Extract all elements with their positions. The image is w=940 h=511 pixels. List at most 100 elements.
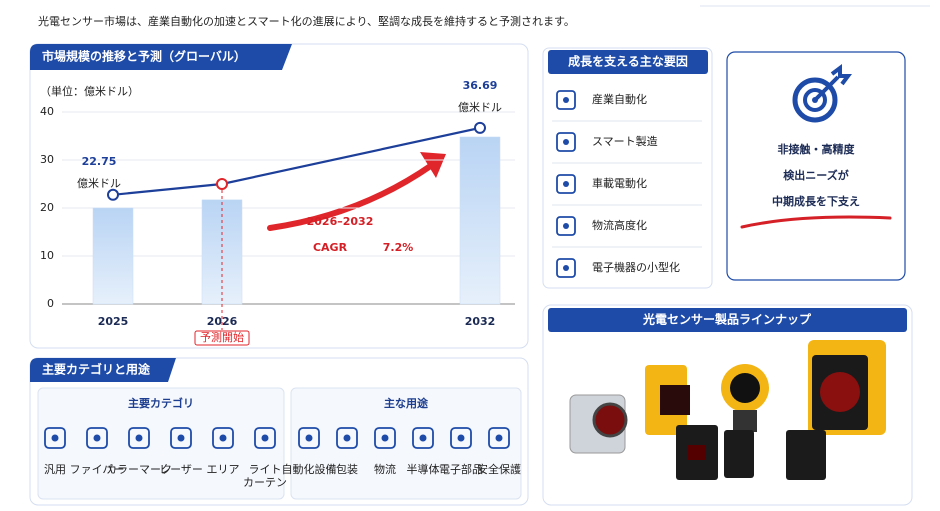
- highlight-line: 非接触・高精度: [778, 142, 856, 156]
- item-label: 物流: [374, 462, 396, 476]
- y-tick-label: 0: [47, 297, 54, 310]
- factor-icon: [556, 216, 576, 236]
- marker: [474, 121, 486, 134]
- item-icon-dot: [343, 434, 351, 442]
- factor-label: 物流高度化: [592, 218, 647, 232]
- item-icon-dot: [305, 434, 313, 442]
- factor-label: スマート製造: [592, 134, 658, 148]
- data-label: 22.75: [82, 155, 117, 168]
- item-icon-dot: [419, 434, 427, 442]
- item-label: レーザー: [159, 463, 203, 476]
- item-icon: [336, 427, 358, 449]
- bar: [92, 207, 134, 305]
- item-label: カーテン: [243, 476, 287, 489]
- x-tick-label: 2032: [465, 315, 496, 328]
- bar: [459, 136, 501, 305]
- factor-icon-dot: [563, 139, 569, 145]
- item-icon: [374, 427, 396, 449]
- factor-icon-dot: [563, 97, 569, 103]
- cagr-period: 2026–2032: [307, 215, 374, 228]
- cagr-label: CAGR: [313, 241, 348, 254]
- factors-title: 成長を支える主な要因: [568, 54, 688, 69]
- marker: [107, 188, 119, 201]
- chart: 0 10 20 30 40 2025 2026 2032 22.75 億米ドル 36.69 億米ドル予…: [40, 79, 515, 346]
- chart-tab: [30, 44, 292, 70]
- item-icon-dot: [381, 434, 389, 442]
- growth-arrow: [267, 162, 435, 231]
- growth-arrow-head: [420, 152, 446, 178]
- item-icon-dot: [457, 434, 465, 442]
- data-label: 36.69: [463, 79, 498, 92]
- subpanel: [290, 387, 522, 500]
- item-label: 汎用: [44, 462, 66, 476]
- lead-text: 光電センサー市場は、産業自動化の加速とスマート化の進展により、堅調な成長を維持す…: [38, 14, 575, 28]
- subpanel-title: 主要カテゴリ: [128, 396, 194, 410]
- categories-tab: [30, 358, 176, 382]
- x-tick-label: 2025: [98, 315, 129, 328]
- lineup-title: 光電センサー製品ラインナップ: [642, 312, 812, 327]
- item-label: 半導体: [407, 462, 440, 476]
- subpanel: [37, 387, 285, 500]
- factors-tab: [548, 50, 708, 74]
- item-icon: [412, 427, 434, 449]
- factor-label: 電子機器の小型化: [592, 260, 680, 274]
- item-label: エリア: [207, 463, 240, 476]
- item-icon-dot: [261, 434, 269, 442]
- underline: [740, 215, 892, 229]
- item-icon-dot: [93, 434, 101, 442]
- y-tick-label: 20: [40, 201, 54, 214]
- item-icon: [128, 427, 150, 449]
- factors-panel: [542, 47, 713, 289]
- y-tick-label: 10: [40, 249, 54, 262]
- factor-label: 車載電動化: [592, 176, 647, 190]
- item-icon: [86, 427, 108, 449]
- item-icon: [254, 427, 276, 449]
- y-axis-label: （単位：億米ドル）: [40, 84, 139, 98]
- factor-icon-dot: [563, 265, 569, 271]
- factor-icon: [556, 132, 576, 152]
- item-label: カラーマーク: [106, 463, 172, 476]
- item-icon: [212, 427, 234, 449]
- forecast-label: 予測開始: [200, 330, 244, 344]
- item-icon: [44, 427, 66, 449]
- target-icon: [792, 64, 852, 123]
- y-tick-label: 30: [40, 153, 54, 166]
- y-tick-label: 40: [40, 105, 54, 118]
- highlight-line: 中期成長を下支え: [772, 194, 860, 208]
- factor-icon-dot: [563, 181, 569, 187]
- x-tick-label: 2026: [207, 315, 238, 328]
- item-label: 電子部品: [439, 462, 483, 476]
- highlight-box: [726, 51, 906, 281]
- categories-title: 主要カテゴリと用途: [42, 362, 151, 377]
- item-label: ライト: [249, 463, 282, 476]
- unit-label: 億米ドル: [77, 177, 121, 190]
- item-icon-dot: [495, 434, 503, 442]
- factor-icon: [556, 174, 576, 194]
- item-icon: [488, 427, 510, 449]
- item-icon-dot: [177, 434, 185, 442]
- factor-icon: [556, 258, 576, 278]
- product-photo: [569, 340, 886, 480]
- item-icon-dot: [135, 434, 143, 442]
- factor-icon-dot: [563, 223, 569, 229]
- cagr-value: 7.2%: [383, 241, 414, 254]
- forecast-tag: [194, 330, 250, 346]
- subpanel-title: 主な用途: [384, 396, 429, 410]
- highlight-line: 検出ニーズが: [783, 168, 848, 182]
- item-icon: [450, 427, 472, 449]
- item-icon-dot: [51, 434, 59, 442]
- unit-label: 億米ドル: [458, 101, 502, 114]
- item-label: 自動化設備: [282, 462, 337, 476]
- factor-label: 産業自動化: [592, 92, 647, 106]
- lineup-tab: [548, 308, 907, 332]
- marker: [216, 178, 228, 190]
- item-icon: [170, 427, 192, 449]
- item-icon: [298, 427, 320, 449]
- item-label: 安全保護: [477, 462, 521, 476]
- item-label: ファイバー: [70, 463, 125, 476]
- item-icon-dot: [219, 434, 227, 442]
- factor-icon: [556, 90, 576, 110]
- item-label: 包装: [336, 463, 358, 476]
